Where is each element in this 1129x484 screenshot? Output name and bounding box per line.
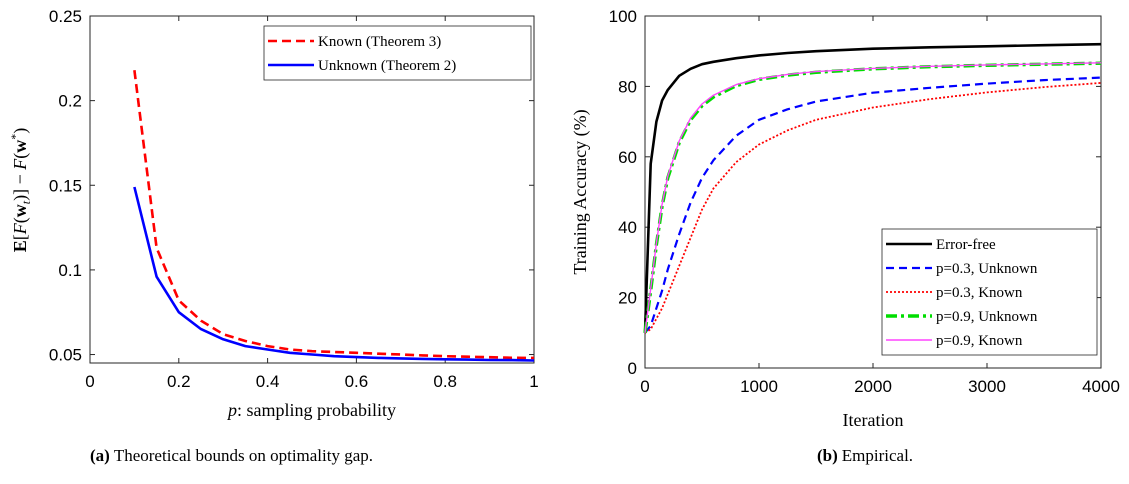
x-tick-label: 0.6 — [345, 372, 369, 391]
legend-box — [881, 228, 1098, 356]
legend-label: Error-free — [936, 237, 996, 253]
legend-label: p=0.9, Unknown — [936, 309, 1038, 325]
x-tick-label: 0.2 — [167, 372, 191, 391]
y-tick-label: 0.1 — [58, 261, 82, 280]
x-tick-label: 1 — [529, 372, 538, 391]
series-line-3 — [644, 82, 1102, 334]
series-line-1 — [133, 70, 535, 360]
legend-label: Known (Theorem 3) — [318, 34, 441, 50]
chart-b-series — [643, 42, 1102, 334]
series-line-2 — [644, 76, 1102, 334]
chart-a-xlabel: p: sampling probability — [226, 400, 396, 420]
y-tick-label: 40 — [618, 218, 637, 237]
y-tick-label: 60 — [618, 148, 637, 167]
legend-label: p=0.3, Known — [936, 285, 1023, 301]
chart-a-ylabel: E[F(wt)] − F(w*) — [8, 128, 33, 253]
chart-b-ticks: 0 1000 2000 3000 4000 0 20 40 60 80 100 — [609, 7, 1120, 396]
caption-b: (b) Empirical. — [817, 446, 913, 466]
legend-label: p=0.9, Known — [936, 333, 1023, 349]
chart-a-series — [133, 70, 535, 362]
x-tick-label: 1000 — [740, 377, 778, 396]
x-tick-label: 0 — [85, 372, 94, 391]
caption-a-label: (a) — [90, 446, 110, 465]
x-tick-label: 4000 — [1082, 377, 1120, 396]
chart-a: 0 0.2 0.4 0.6 0.8 1 0.05 0.1 0.15 0.2 0.25 p: samp… — [8, 7, 539, 420]
x-tick-label: 2000 — [854, 377, 892, 396]
caption-b-text: Empirical. — [841, 446, 914, 465]
y-tick-label: 0 — [628, 359, 637, 378]
chart-b-legend: Error-free p=0.3, Unknown p=0.3, Known p=0.… — [881, 228, 1098, 356]
chart-b-xlabel: Iteration — [843, 410, 904, 430]
series-line-1 — [643, 42, 1102, 333]
chart-b-ylabel: Training Accuracy (%) — [570, 109, 591, 274]
caption-b-label: (b) — [817, 446, 838, 465]
legend-label: p=0.3, Unknown — [936, 261, 1038, 277]
y-tick-label: 0.15 — [49, 176, 82, 195]
y-tick-label: 0.05 — [49, 346, 82, 365]
x-tick-label: 0 — [640, 377, 649, 396]
y-tick-label: 80 — [618, 77, 637, 96]
x-tick-label: 0.4 — [256, 372, 280, 391]
y-tick-label: 0.2 — [58, 92, 82, 111]
caption-a: (a) Theoretical bounds on optimality gap. — [90, 446, 373, 466]
figure-canvas: 0 0.2 0.4 0.6 0.8 1 0.05 0.1 0.15 0.2 0.25 p: samp… — [8, 7, 1120, 430]
chart-a-ticks: 0 0.2 0.4 0.6 0.8 1 0.05 0.1 0.15 0.2 0.25 — [49, 7, 539, 391]
x-tick-label: 3000 — [968, 377, 1006, 396]
legend-box — [263, 25, 532, 81]
legend-label: Unknown (Theorem 2) — [318, 58, 456, 74]
y-tick-label: 0.25 — [49, 7, 82, 26]
y-tick-label: 20 — [618, 289, 637, 308]
series-line-5 — [644, 62, 1102, 333]
chart-a-legend: Known (Theorem 3) Unknown (Theorem 2) — [263, 25, 532, 81]
caption-a-text: Theoretical bounds on optimality gap. — [113, 446, 374, 465]
y-tick-label: 100 — [609, 7, 637, 26]
series-line-4 — [643, 61, 1102, 334]
x-tick-label: 0.8 — [433, 372, 457, 391]
series-line-2 — [133, 186, 535, 362]
